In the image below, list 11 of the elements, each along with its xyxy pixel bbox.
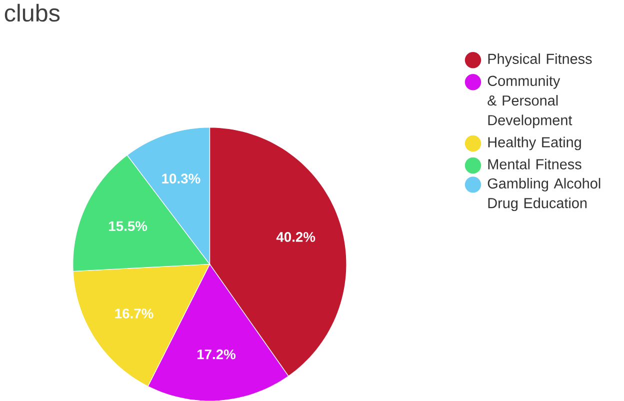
data-label: 17.2% <box>197 349 236 359</box>
chart-title: clubs <box>4 4 60 22</box>
legend-label: Mental Fitness <box>488 158 582 170</box>
legend-label: Physical Fitness <box>488 53 592 67</box>
data-label: 10.3% <box>162 173 200 184</box>
legend-label: Healthy Eating <box>488 136 581 150</box>
data-label: 15.5% <box>109 221 148 231</box>
legend-label: Gambling Alcohol Drug Education <box>488 178 600 211</box>
legend-label: Community & Personal Development <box>488 75 572 128</box>
data-label: 16.7% <box>115 308 154 318</box>
data-label: 40.2% <box>276 232 316 242</box>
